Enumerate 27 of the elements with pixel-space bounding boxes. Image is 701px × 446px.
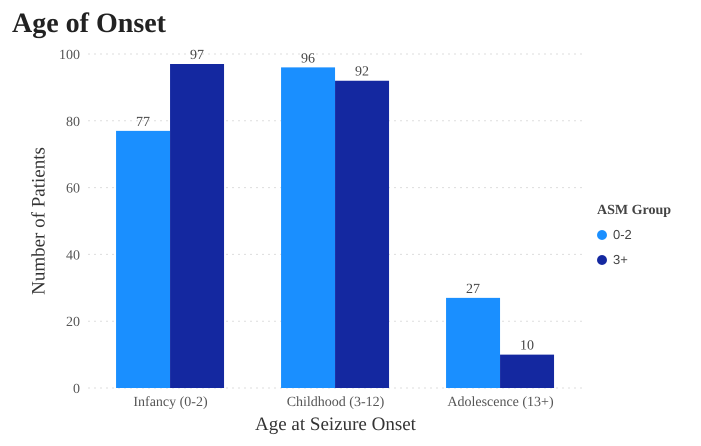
y-tick-label: 0 [73,382,80,397]
data-label: 97 [190,48,204,64]
legend-label: 3+ [613,252,628,267]
data-label: 77 [136,114,150,130]
chart-title: Age of Onset [12,8,167,40]
bar [281,67,336,388]
x-tick-label: Infancy (0-2) [133,394,208,410]
x-tick-label: Adolescence (13+) [447,394,554,410]
x-tick-label: Childhood (3-12) [286,394,385,410]
y-axis-title: Number of Patients [28,147,50,295]
legend-label: 0-2 [613,227,632,242]
bar [335,80,390,388]
bar [500,354,554,388]
bar [116,130,170,388]
data-label: 10 [520,338,534,354]
data-label: 92 [355,64,370,80]
bar [170,64,224,388]
y-tick-label: 60 [66,182,80,197]
data-label: 27 [466,282,480,297]
data-label: 96 [301,51,316,66]
x-axis-title: Age at Seizure Onset [255,414,417,435]
y-tick-label: 80 [66,114,80,130]
legend-title: ASM Group [597,203,672,219]
bar [446,298,500,388]
y-tick-label: 100 [59,48,80,63]
y-tick-label: 20 [66,315,80,330]
y-tick-label: 40 [66,248,80,264]
